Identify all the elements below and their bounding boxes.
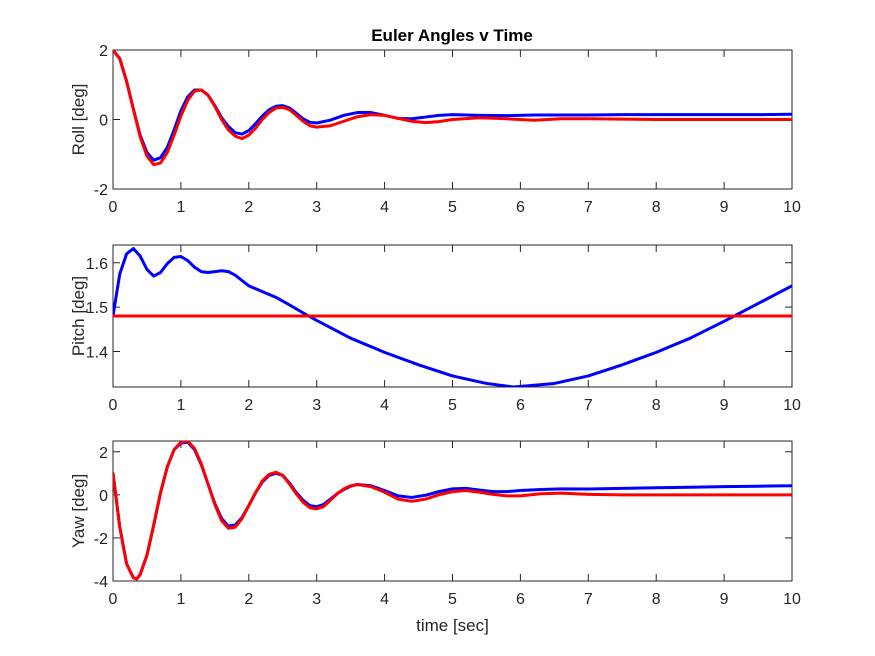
roll-xtick-label: 9 [720,199,729,216]
roll-xtick-label: 10 [783,199,801,216]
yaw-xtick-label: 3 [312,591,321,608]
roll-xtick-label: 6 [516,199,525,216]
pitch-series-line-1 [113,247,792,387]
pitch-xtick-label: 1 [176,397,185,414]
yaw-xtick-label: 0 [109,591,118,608]
figure-title: Euler Angles v Time [371,26,533,45]
roll-xtick-label: 3 [312,199,321,216]
pitch-xtick-label: 6 [516,397,525,414]
roll-ytick-label: -2 [94,182,108,199]
pitch-xtick-label: 3 [312,397,321,414]
yaw-xtick-label: 9 [720,591,729,608]
yaw-xtick-label: 8 [652,591,661,608]
yaw-ytick-label: 0 [99,488,108,505]
roll-xtick-label: 5 [448,199,457,216]
pitch-xtick-label: 10 [783,397,801,414]
pitch-axes: 0 1 2 3 4 5 6 7 8 9 10 1.4 1.5 1.6 Pitch [deg] [69,244,801,414]
pitch-xtick-label: 9 [720,397,729,414]
yaw-xtick-label: 7 [584,591,593,608]
roll-xtick-label: 7 [584,199,593,216]
roll-ylabel: Roll [deg] [69,84,88,156]
pitch-ylabel: Pitch [deg] [69,276,88,356]
pitch-xtick-label: 2 [244,397,253,414]
yaw-xtick-label: 5 [448,591,457,608]
yaw-xtick-label: 1 [176,591,185,608]
yaw-xtick-label: 2 [244,591,253,608]
yaw-xtick-label: 6 [516,591,525,608]
pitch-xtick-label: 7 [584,397,593,414]
yaw-ytick-label: 2 [99,445,108,462]
roll-ytick-label: 2 [99,43,108,60]
yaw-xlabel: time [sec] [416,616,489,635]
pitch-xtick-label: 5 [448,397,457,414]
pitch-xtick-label: 0 [109,397,118,414]
roll-series-line-1 [113,50,792,162]
yaw-axes: 0 1 2 3 4 5 6 7 8 9 10 -4 -2 0 2 Yaw [deg] time [sec] [69,440,801,635]
roll-xtick-label: 4 [380,199,389,216]
yaw-ylabel: Yaw [deg] [69,474,88,548]
roll-xtick-label: 0 [109,199,118,216]
pitch-ytick-label: 1.6 [86,256,108,273]
yaw-xtick-label: 10 [783,591,801,608]
pitch-ytick-label: 1.4 [86,345,108,362]
yaw-series-line-2 [113,441,792,581]
roll-ytick-label: 0 [99,113,108,130]
roll-xtick-label: 1 [176,199,185,216]
roll-xtick-label: 2 [244,199,253,216]
yaw-ytick-label: -2 [94,531,108,548]
pitch-xtick-label: 8 [652,397,661,414]
roll-xtick-label: 8 [652,199,661,216]
pitch-ytick-label: 1.5 [86,300,108,317]
roll-series-line-2 [113,50,792,167]
pitch-xtick-label: 4 [380,397,389,414]
yaw-axes-box [112,440,793,582]
yaw-xtick-label: 4 [380,591,389,608]
yaw-ytick-label: -4 [94,574,108,591]
